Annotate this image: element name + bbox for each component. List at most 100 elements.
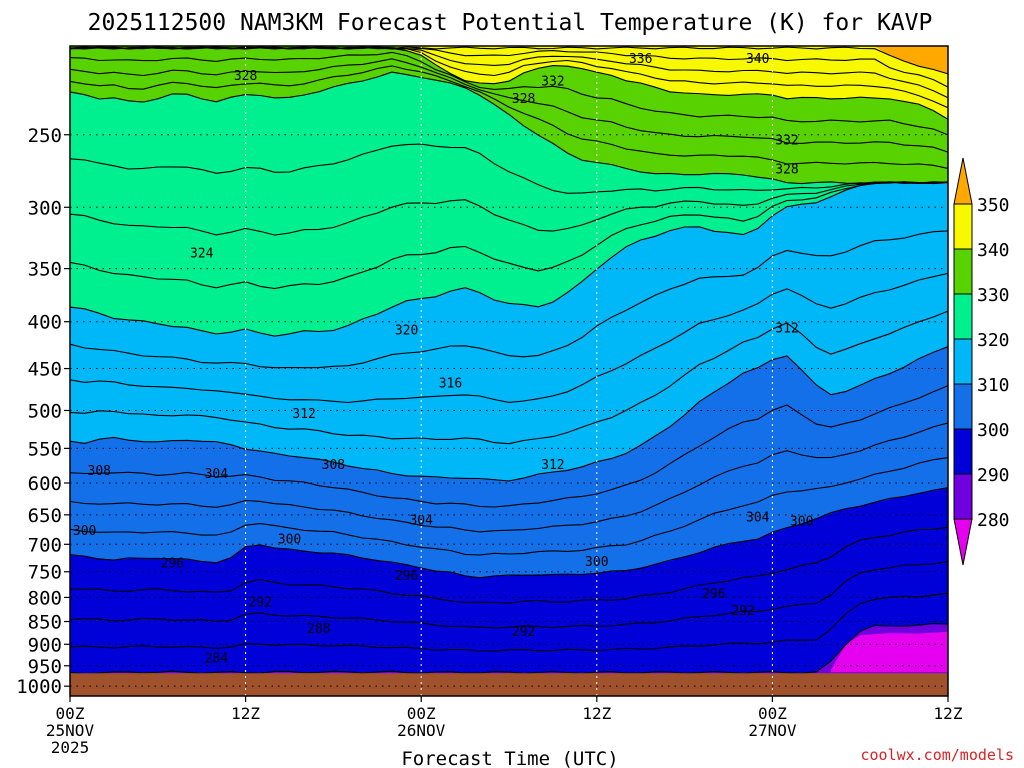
isotherm-line (69, 181, 949, 290)
x-tick-date: 27NOV (748, 721, 797, 740)
contour-label: 320 (395, 324, 418, 339)
x-tick-date: 25NOV (46, 721, 95, 740)
contour-label: 324 (190, 246, 214, 261)
contour-label: 304 (746, 511, 770, 526)
isotherm-line (69, 58, 949, 153)
x-tick-date: 26NOV (397, 721, 446, 740)
contour-label: 304 (409, 514, 433, 529)
isotherm-line (69, 272, 949, 404)
contour-label: 292 (731, 604, 754, 619)
contour-label: 312 (292, 407, 315, 422)
colorbar-segment (953, 473, 973, 520)
plot-area: 328 336 340 332 328 332 328 324 320 312 316 312 308 3… (69, 45, 949, 697)
colorbar-top-arrow (953, 157, 973, 205)
contour-label: 312 (541, 458, 564, 473)
y-tick-label: 850 (28, 612, 62, 634)
contour-label: 292 (248, 595, 271, 610)
colorbar-bottom-arrow (953, 518, 973, 566)
y-tick-label: 500 (28, 400, 62, 422)
contour-label: 332 (775, 134, 798, 149)
contour-label: 300 (73, 524, 96, 539)
band-below-280 (830, 631, 948, 673)
isotherm-line (69, 51, 949, 136)
plot-frame (69, 45, 949, 697)
x-tick-label: 00Z (407, 704, 436, 723)
isotherm-line (69, 310, 949, 445)
x-tick-label: 00Z (56, 704, 85, 723)
isotherm-line (70, 46, 949, 120)
colorbar-segment (953, 383, 973, 430)
isotherm-line (69, 71, 949, 185)
contour-label: 312 (775, 322, 798, 337)
contour-label: 336 (629, 52, 652, 67)
y-tick-label: 450 (28, 359, 62, 381)
y-axis: 2503003504004505005506006507007508008509… (16, 125, 70, 698)
contour-label: 300 (585, 555, 608, 570)
chart-title: 2025112500 NAM3KM Forecast Potential Tem… (88, 10, 933, 36)
isotherm-line (69, 385, 949, 508)
y-tick-label: 600 (28, 473, 62, 495)
contour-label: 292 (512, 625, 535, 640)
contour-label: 332 (541, 74, 564, 89)
contour-label: 288 (307, 622, 330, 637)
isotherm-line (69, 143, 949, 194)
colorbar-label: 320 (977, 330, 1010, 351)
isotherm-line (69, 622, 949, 675)
y-tick-label: 400 (28, 312, 62, 334)
isotherm-line (69, 457, 949, 556)
x-tick-label: 00Z (758, 704, 787, 723)
isotherm-line (69, 230, 949, 369)
contour-label: 308 (322, 458, 345, 473)
colorbar-segment (953, 428, 973, 475)
credit-text: coolwx.com/models (860, 746, 1014, 764)
isotherm-line (69, 592, 949, 652)
contour-label: 300 (790, 514, 813, 529)
colorbar-label: 300 (977, 420, 1010, 441)
contour-label: 296 (395, 569, 418, 584)
contour-label: 304 (205, 467, 229, 482)
terrain (70, 673, 948, 696)
colorbar-segment (953, 293, 973, 340)
isotherm-line (69, 65, 949, 169)
colorbar: 350 340 330 320 310 300 290 280 (953, 157, 1010, 566)
isotherm-line (69, 181, 949, 337)
y-tick-label: 300 (28, 197, 62, 219)
isotherm-line (69, 487, 949, 579)
contour-label: 284 (205, 651, 229, 666)
y-tick-label: 900 (28, 634, 62, 656)
y-tick-label: 800 (28, 587, 62, 609)
contour-label: 328 (512, 92, 535, 107)
y-tick-label: 350 (28, 259, 62, 281)
colorbar-label: 340 (977, 240, 1010, 261)
isotherm-line (69, 181, 949, 236)
colorbar-segment (953, 338, 973, 385)
x-tick-label: 12Z (934, 704, 963, 723)
y-tick-label: 750 (28, 562, 62, 584)
y-tick-label: 950 (28, 656, 62, 678)
colorbar-label: 350 (977, 195, 1010, 216)
isotherm-line (69, 346, 949, 482)
contour-label: 308 (88, 464, 111, 479)
isotherm-line (69, 46, 949, 109)
colorbar-segment (953, 203, 973, 250)
isotherm-line (69, 560, 949, 629)
contour-label: 296 (161, 557, 184, 572)
x-axis-label: Forecast Time (UTC) (401, 748, 618, 768)
y-tick-label: 250 (28, 125, 62, 147)
isotherm-line (69, 422, 949, 533)
contour-label: 300 (278, 533, 301, 548)
contour-label: 296 (702, 587, 725, 602)
y-tick-label: 700 (28, 534, 62, 556)
y-tick-label: 1000 (16, 676, 62, 698)
contour-label: 316 (439, 376, 462, 391)
colorbar-label: 290 (977, 465, 1010, 486)
x-tick-label: 12Z (231, 704, 260, 723)
isotherm-line (69, 526, 949, 604)
isotherm-line (69, 46, 949, 75)
contour-label: 328 (775, 162, 798, 177)
y-tick-label: 650 (28, 505, 62, 527)
colorbar-segment (953, 248, 973, 295)
x-tick-year: 2025 (51, 738, 90, 757)
